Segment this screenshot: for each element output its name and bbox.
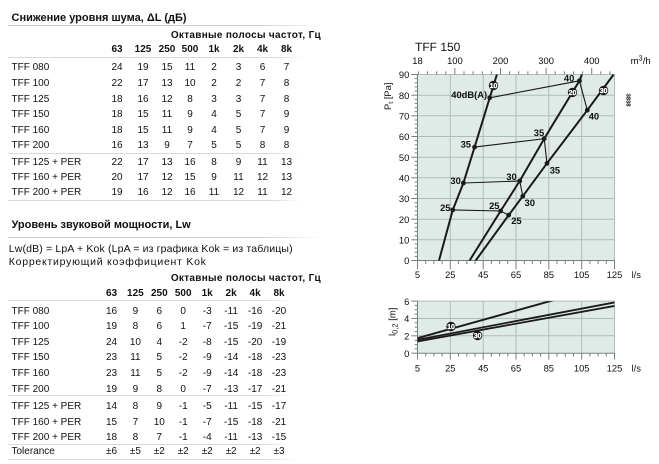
svg-text:30: 30 bbox=[600, 88, 608, 95]
svg-text:0: 0 bbox=[404, 255, 409, 266]
svg-text:18: 18 bbox=[412, 55, 422, 66]
svg-text:105: 105 bbox=[574, 363, 590, 374]
svg-text:90: 90 bbox=[399, 69, 409, 80]
svg-text:40: 40 bbox=[399, 173, 409, 184]
svg-text:20: 20 bbox=[569, 90, 577, 97]
svg-text:25: 25 bbox=[511, 215, 521, 226]
svg-text:70: 70 bbox=[399, 111, 409, 122]
svg-text:5: 5 bbox=[415, 363, 420, 374]
svg-text:l/s: l/s bbox=[632, 269, 642, 280]
svg-text:200: 200 bbox=[493, 55, 509, 66]
svg-text:80: 80 bbox=[399, 90, 409, 101]
svg-text:0: 0 bbox=[404, 348, 409, 359]
svg-text:5: 5 bbox=[415, 269, 420, 280]
svg-text:30: 30 bbox=[450, 175, 460, 186]
svg-text:3838: 3838 bbox=[625, 94, 632, 108]
svg-text:60: 60 bbox=[399, 131, 409, 142]
svg-text:25: 25 bbox=[440, 202, 450, 213]
svg-text:30: 30 bbox=[474, 333, 482, 340]
svg-text:300: 300 bbox=[538, 55, 554, 66]
svg-text:65: 65 bbox=[511, 363, 521, 374]
svg-text:105: 105 bbox=[574, 269, 590, 280]
svg-text:4: 4 bbox=[404, 313, 409, 324]
svg-text:25: 25 bbox=[489, 200, 499, 211]
svg-text:l0,2 [m]: l0,2 [m] bbox=[388, 308, 400, 336]
svg-text:35: 35 bbox=[550, 164, 560, 175]
svg-text:m3/h: m3/h bbox=[631, 53, 651, 67]
svg-text:l/s: l/s bbox=[632, 363, 642, 374]
svg-text:35: 35 bbox=[534, 127, 544, 138]
svg-text:100: 100 bbox=[447, 55, 463, 66]
svg-text:2: 2 bbox=[404, 331, 409, 342]
svg-text:40: 40 bbox=[589, 111, 599, 122]
svg-text:125: 125 bbox=[607, 363, 623, 374]
svg-text:45: 45 bbox=[478, 269, 488, 280]
svg-text:50: 50 bbox=[399, 152, 409, 163]
svg-text:85: 85 bbox=[544, 269, 554, 280]
svg-text:35: 35 bbox=[461, 138, 471, 149]
svg-text:40dB(A): 40dB(A) bbox=[451, 89, 487, 100]
svg-text:30: 30 bbox=[399, 193, 409, 204]
svg-text:TFF 150: TFF 150 bbox=[415, 40, 461, 54]
svg-text:125: 125 bbox=[607, 269, 623, 280]
svg-text:45: 45 bbox=[478, 363, 488, 374]
svg-text:20: 20 bbox=[399, 214, 409, 225]
svg-text:40: 40 bbox=[564, 73, 574, 84]
svg-text:10: 10 bbox=[399, 235, 409, 246]
svg-text:85: 85 bbox=[544, 363, 554, 374]
svg-text:10: 10 bbox=[490, 83, 498, 90]
svg-text:65: 65 bbox=[511, 269, 521, 280]
svg-text:25: 25 bbox=[445, 363, 455, 374]
svg-text:6: 6 bbox=[404, 296, 409, 307]
svg-text:10: 10 bbox=[447, 324, 455, 331]
svg-text:30: 30 bbox=[525, 197, 535, 208]
svg-text:400: 400 bbox=[584, 55, 600, 66]
svg-text:Pt [Pa]: Pt [Pa] bbox=[382, 83, 395, 111]
svg-text:25: 25 bbox=[445, 269, 455, 280]
svg-text:30: 30 bbox=[506, 171, 516, 182]
